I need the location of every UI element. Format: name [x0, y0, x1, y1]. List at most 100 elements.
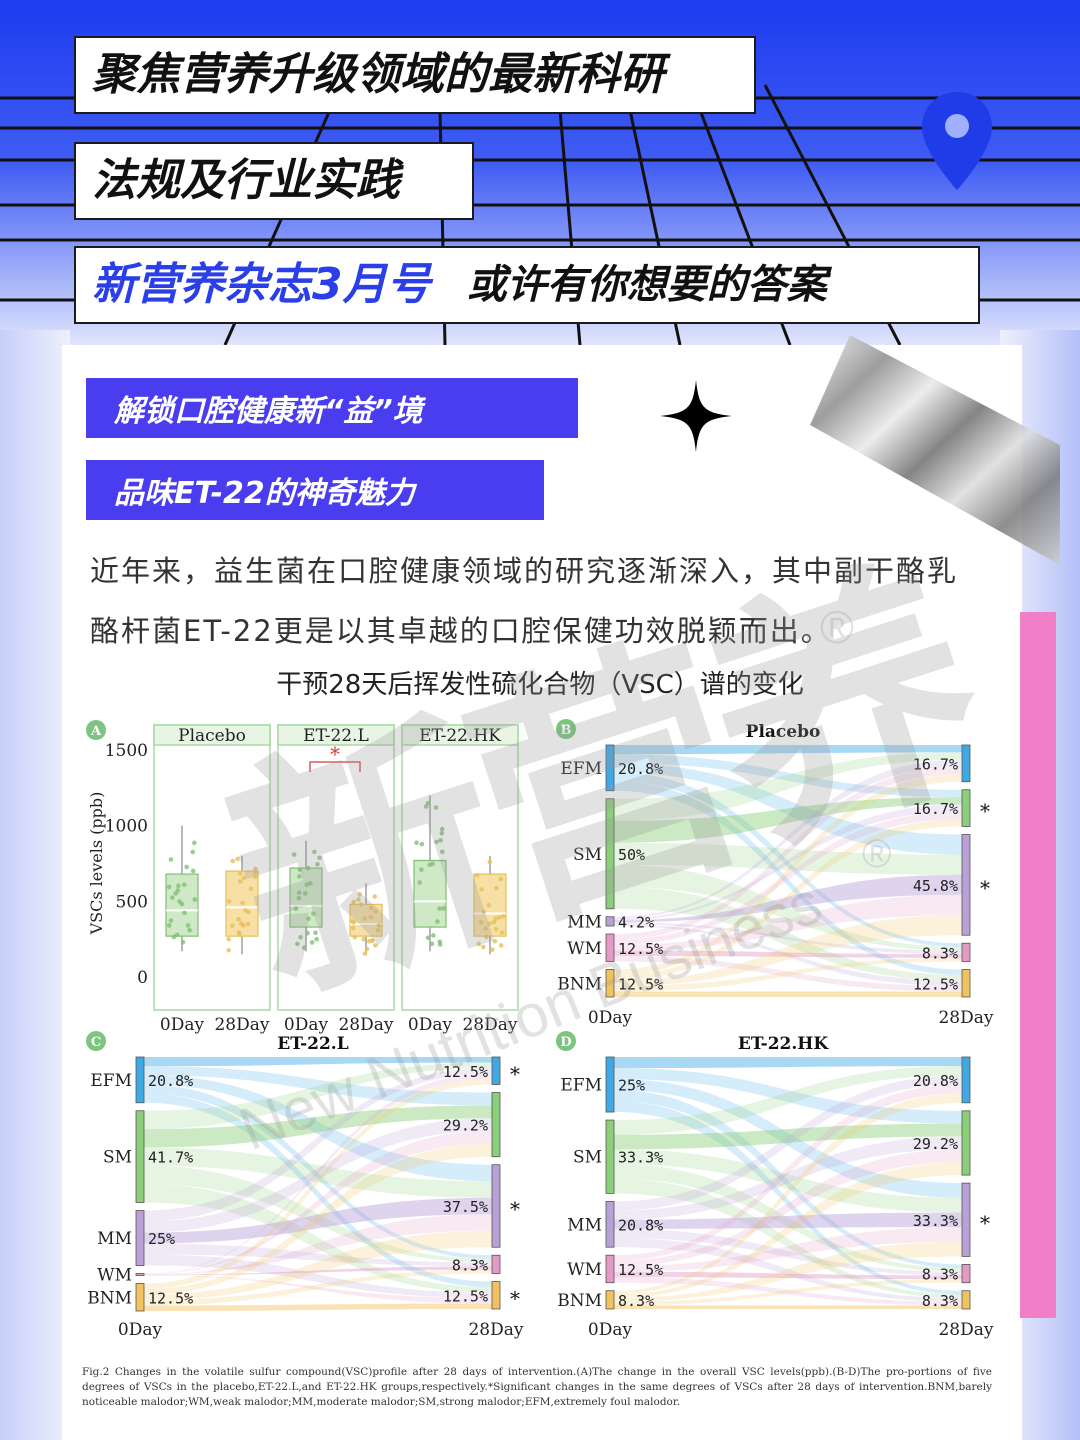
jitter-point	[368, 905, 374, 911]
alluvial-flow	[614, 1057, 962, 1069]
alluvial-node-right	[961, 1290, 971, 1310]
alluvial-node-right	[961, 744, 971, 783]
facet-title: ET-22.L	[303, 726, 369, 746]
alluvial-percent-left: 12.5%	[618, 940, 663, 958]
jitter-point	[425, 800, 431, 806]
alluvial-significance: *	[510, 1197, 520, 1221]
jitter-point	[166, 923, 172, 928]
alluvial-flow	[614, 1084, 962, 1261]
alluvial-title-c: ET-22.L	[277, 1034, 348, 1054]
alluvial-flow	[144, 1197, 492, 1244]
jitter-point	[298, 934, 303, 940]
alluvial-x-start: 0Day	[588, 1320, 633, 1340]
jitter-point	[425, 935, 431, 941]
y-tick-label: 500	[116, 892, 148, 912]
jitter-point	[417, 880, 423, 885]
alluvial-node-right	[961, 942, 971, 962]
jitter-point	[237, 879, 243, 884]
jitter-point	[476, 941, 482, 947]
alluvial-x-end: 28Day	[938, 1008, 993, 1028]
alluvial-node-right	[961, 1110, 971, 1176]
answer-text: 或许有你想要的答案	[466, 262, 827, 308]
jitter-point	[356, 897, 361, 902]
jitter-point	[168, 857, 174, 862]
alluvial-node-right	[961, 834, 971, 936]
alluvial-flow	[614, 1136, 962, 1220]
pink-accent-bar	[1020, 612, 1056, 1318]
jitter-point	[376, 923, 382, 928]
jitter-point	[490, 947, 495, 952]
alluvial-flow	[614, 754, 962, 798]
jitter-point	[168, 918, 174, 923]
jitter-point	[439, 849, 445, 855]
jitter-point	[423, 804, 429, 809]
jitter-point	[493, 916, 499, 921]
alluvial-node-left	[135, 1110, 145, 1203]
alluvial-flow	[614, 957, 962, 992]
x-tick-label: 28Day	[338, 1015, 393, 1035]
jitter-point	[351, 920, 357, 925]
facet-title: ET-22.HK	[419, 726, 501, 746]
jitter-point	[241, 875, 247, 881]
alluvial-flow	[614, 745, 962, 755]
jitter-point	[312, 849, 317, 855]
alluvial-percent-right: 8.3%	[922, 1266, 958, 1284]
jitter-point	[481, 909, 487, 914]
jitter-point	[239, 921, 244, 926]
alluvial-flow	[144, 1184, 492, 1293]
jitter-point	[181, 882, 187, 888]
alluvial-category-label: EFM	[560, 759, 602, 779]
alluvial-flow	[144, 1243, 492, 1267]
alluvial-flow	[614, 1279, 962, 1306]
alluvial-percent-right: 33.3%	[913, 1212, 958, 1230]
jitter-point	[182, 910, 187, 916]
content-panel	[62, 345, 1022, 1440]
alluvial-node-right	[491, 1092, 501, 1158]
jitter-point	[419, 867, 424, 872]
alluvial-category-label: SM	[103, 1148, 132, 1168]
x-tick-label: 28Day	[462, 1015, 517, 1035]
alluvial-flow	[144, 1269, 492, 1306]
jitter-point	[494, 885, 499, 891]
alluvial-flow	[614, 874, 962, 923]
alluvial-flow	[614, 950, 962, 958]
box-iqr	[413, 859, 447, 928]
alluvial-percent-right: 20.8%	[913, 1072, 958, 1090]
significance-star: *	[330, 742, 340, 766]
alluvial-flow	[144, 1105, 492, 1148]
jitter-point	[304, 882, 310, 887]
alluvial-flow	[144, 1266, 492, 1276]
alluvial-flow	[614, 1178, 962, 1299]
jitter-point	[492, 938, 498, 944]
jitter-point	[437, 942, 443, 947]
alluvial-node-left	[605, 916, 615, 927]
left-side-gradient	[0, 330, 70, 1440]
intro-line-2: 酪杆菌ET-22更是以其卓越的口腔保健功效脱颖而出。	[90, 614, 832, 648]
alluvial-node-left	[135, 1283, 145, 1312]
alluvial-node-left	[605, 798, 615, 910]
alluvial-significance: *	[980, 799, 990, 823]
jitter-point	[352, 934, 358, 940]
y-tick-label: 1000	[105, 817, 148, 837]
alluvial-flow	[614, 1271, 962, 1280]
jitter-point	[226, 936, 232, 942]
panel-letter-badge-a	[86, 720, 106, 740]
alluvial-flow	[144, 1230, 492, 1300]
alluvial-node-left	[605, 744, 615, 792]
panel-letter-b: B	[561, 723, 572, 738]
jitter-point	[431, 933, 436, 938]
jitter-point	[253, 869, 258, 875]
figure-caption: Fig.2 Changes in the volatile sulfur com…	[82, 1366, 992, 1408]
alluvial-percent-right: 8.3%	[922, 1292, 958, 1310]
jitter-point	[309, 940, 315, 945]
alluvial-flow	[614, 759, 962, 919]
jitter-point	[351, 899, 356, 905]
alluvial-flow	[144, 1131, 492, 1275]
jitter-point	[313, 930, 318, 936]
alluvial-node-right	[491, 1056, 501, 1085]
magazine-issue-text: 新营养杂志3月号	[92, 259, 431, 310]
alluvial-flow	[614, 1079, 962, 1198]
jitter-point	[373, 909, 378, 914]
topic-tag-2: 品味ET-22的神奇魅力	[86, 460, 544, 520]
jitter-point	[291, 852, 297, 857]
